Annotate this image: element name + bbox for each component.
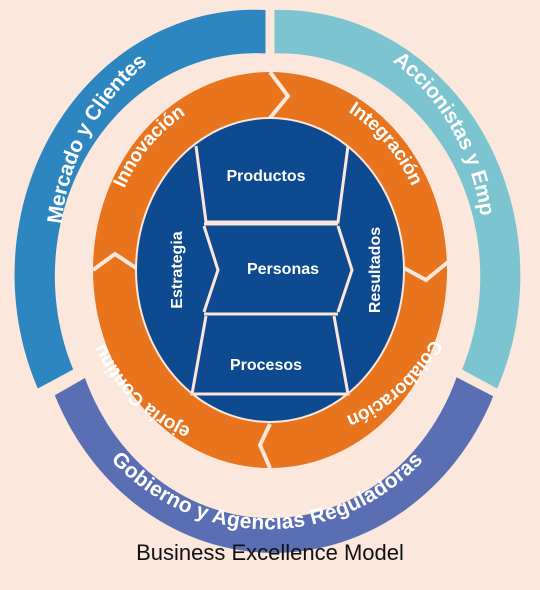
middle-ring xyxy=(91,70,450,469)
label-strategy: Estrategia xyxy=(169,231,186,308)
row-divider-mid-lower xyxy=(336,225,354,313)
outer-segment-market-clients xyxy=(14,9,266,389)
diagram-caption: Business Excellence Model xyxy=(136,540,404,565)
chevron-right xyxy=(403,260,450,283)
chevron-left xyxy=(91,251,138,272)
outer-segment-shareholders xyxy=(274,9,521,389)
label-products: Productos xyxy=(226,168,305,185)
chevron-bottom xyxy=(257,423,272,469)
row-divider-top xyxy=(194,145,350,224)
outer-segment-government xyxy=(54,377,494,553)
label-people: Personas xyxy=(247,261,319,278)
center-core xyxy=(137,119,403,421)
label-processes: Procesos xyxy=(230,357,302,374)
label-results: Resultados xyxy=(367,227,384,313)
row-divider-bottom xyxy=(190,315,350,396)
row-divider-mid-upper xyxy=(202,225,220,313)
chevron-top xyxy=(268,70,291,120)
